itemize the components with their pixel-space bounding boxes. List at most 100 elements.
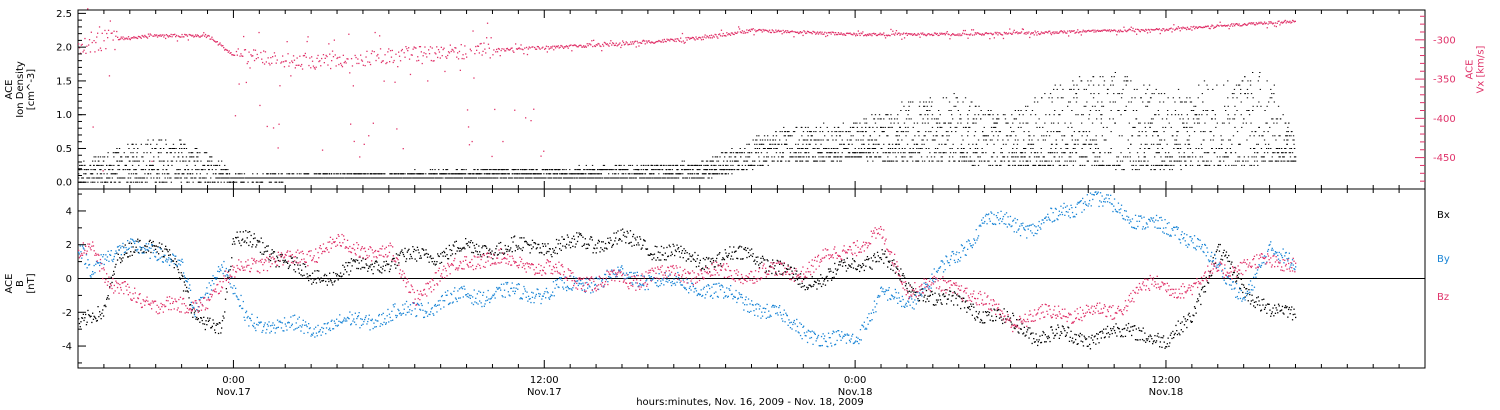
- density-point: [293, 173, 295, 175]
- density-point: [118, 169, 121, 171]
- density-point: [683, 160, 685, 162]
- density-point: [1058, 156, 1060, 158]
- vx-point: [139, 36, 141, 38]
- density-point: [1120, 97, 1123, 99]
- density-point: [119, 181, 121, 183]
- density-point: [995, 164, 997, 166]
- density-point: [939, 126, 941, 128]
- density-point: [912, 148, 914, 149]
- density-point: [938, 110, 940, 111]
- density-point: [1132, 160, 1135, 162]
- density-point: [1214, 118, 1216, 120]
- density-point: [1057, 97, 1059, 99]
- vx-point: [95, 41, 97, 44]
- density-point: [912, 126, 914, 128]
- density-point: [652, 177, 654, 179]
- density-point: [1118, 135, 1121, 137]
- density-point: [114, 152, 116, 154]
- density-point: [488, 177, 491, 179]
- vx-point: [367, 61, 369, 63]
- density-point: [647, 177, 649, 179]
- density-point: [1282, 156, 1284, 158]
- density-point: [1233, 93, 1235, 95]
- density-point: [837, 156, 839, 158]
- density-point: [1286, 139, 1288, 141]
- vx-point: [388, 48, 390, 50]
- density-point: [169, 152, 171, 154]
- density-point: [827, 152, 829, 154]
- vx-point: [289, 62, 291, 64]
- density-point: [1143, 160, 1145, 162]
- density-point: [240, 181, 242, 183]
- density-point: [835, 148, 837, 149]
- density-point: [992, 118, 994, 120]
- density-point: [1162, 101, 1165, 103]
- density-point: [109, 177, 111, 179]
- density-point: [636, 169, 638, 171]
- vx-point: [126, 37, 128, 39]
- density-point: [1278, 156, 1280, 158]
- density-point: [644, 177, 646, 179]
- density-point: [1031, 139, 1033, 141]
- density-point: [867, 139, 869, 141]
- density-point: [575, 177, 577, 179]
- density-point: [1048, 135, 1051, 137]
- density-point: [144, 169, 147, 171]
- vx-point: [221, 45, 223, 47]
- density-point: [467, 177, 469, 179]
- density-point: [995, 126, 997, 128]
- density-point: [955, 131, 957, 133]
- density-point: [815, 143, 817, 145]
- density-point: [1171, 169, 1173, 171]
- density-point: [1018, 164, 1020, 166]
- density-point: [800, 148, 802, 149]
- density-point: [1127, 80, 1129, 82]
- density-point: [233, 177, 235, 179]
- density-point: [87, 181, 89, 183]
- density-point: [117, 152, 120, 154]
- density-point: [499, 169, 501, 171]
- density-point: [209, 156, 211, 158]
- density-point: [886, 114, 888, 116]
- vx-point: [106, 32, 108, 35]
- density-point: [1232, 135, 1235, 137]
- density-point: [883, 143, 885, 145]
- density-point: [871, 114, 873, 116]
- density-point: [852, 135, 854, 137]
- density-point: [208, 181, 210, 183]
- density-point: [994, 122, 996, 124]
- density-point: [1110, 148, 1112, 149]
- density-point: [1176, 135, 1178, 137]
- density-point: [917, 160, 920, 162]
- density-point: [1020, 110, 1022, 111]
- density-point: [920, 156, 923, 158]
- density-point: [236, 181, 238, 183]
- density-point: [740, 156, 742, 158]
- density-point: [1203, 160, 1205, 162]
- vx-point: [223, 47, 225, 49]
- vx-point: [259, 104, 261, 107]
- density-point: [200, 160, 202, 162]
- density-point: [1250, 164, 1253, 166]
- density-point: [1014, 118, 1016, 120]
- vx-point: [108, 75, 111, 77]
- density-point: [1092, 76, 1095, 78]
- density-point: [182, 160, 184, 162]
- density-point: [1085, 156, 1087, 158]
- density-point: [347, 177, 349, 179]
- density-point: [1050, 122, 1053, 124]
- density-point: [767, 164, 769, 166]
- density-point: [97, 156, 99, 158]
- density-point: [806, 131, 809, 133]
- density-point: [142, 156, 144, 158]
- density-point: [789, 135, 792, 137]
- density-point: [772, 143, 774, 145]
- density-point: [1209, 131, 1211, 133]
- density-point: [498, 169, 500, 171]
- density-point: [1163, 160, 1166, 162]
- density-point: [874, 139, 876, 141]
- density-point: [862, 131, 864, 133]
- density-point: [722, 173, 724, 175]
- density-point: [756, 148, 758, 149]
- density-point: [1012, 160, 1014, 162]
